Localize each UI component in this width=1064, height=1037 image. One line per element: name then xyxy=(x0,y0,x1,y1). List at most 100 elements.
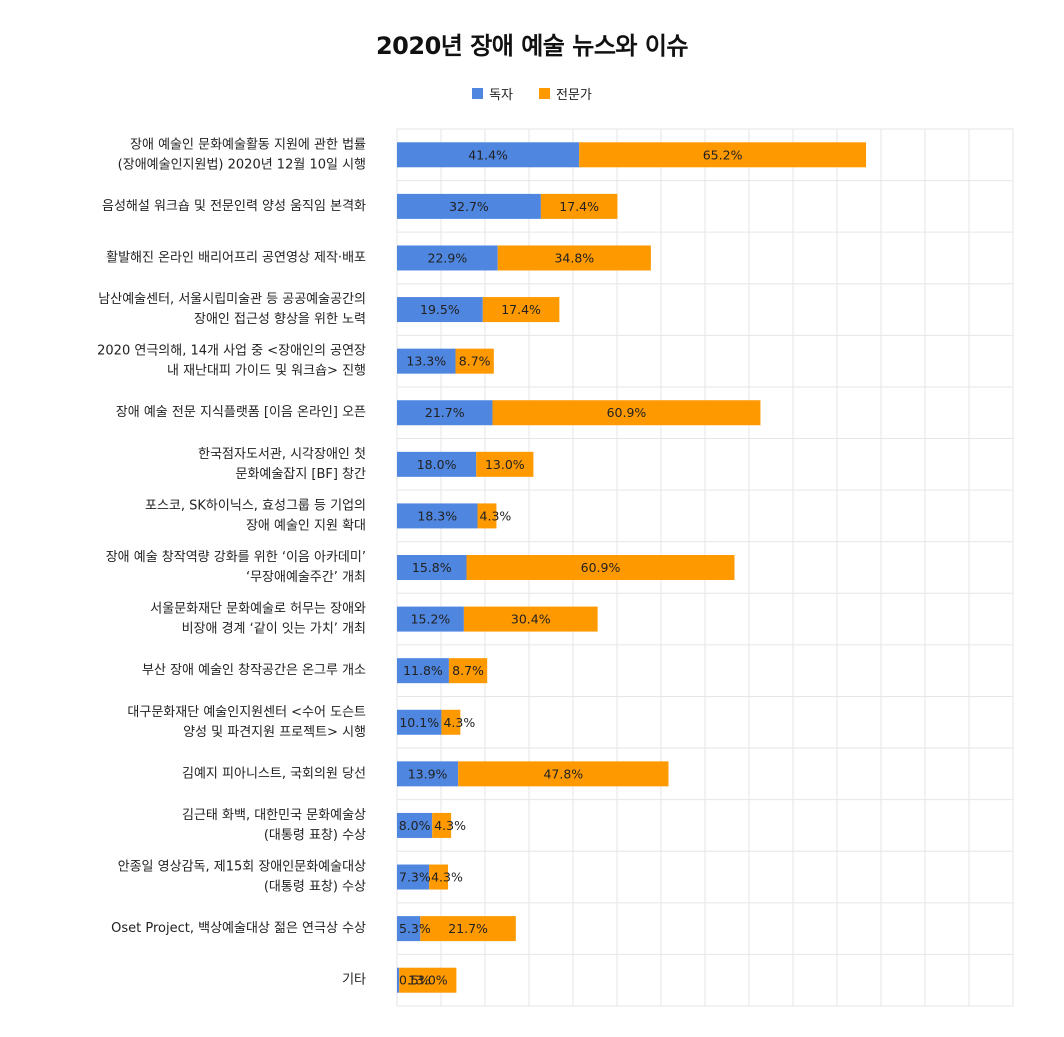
category-label: 안종일 영상감독, 제15회 장애인문화예술대상 xyxy=(118,860,366,875)
bar-segment-expert xyxy=(429,864,449,890)
data-label-expert: 65.2% xyxy=(703,147,743,162)
bar-segment-reader xyxy=(397,658,449,684)
category-label: (대통령 표창) 수상 xyxy=(264,880,366,895)
category-label: 음성해설 워크숍 및 전문인력 양성 움직임 본격화 xyxy=(102,199,366,214)
data-label-expert: 4.3% xyxy=(434,818,466,833)
bar-segment-reader xyxy=(397,606,464,632)
category-label: 장애인 접근성 향상을 위한 노력 xyxy=(194,312,366,327)
category-label: 기타 xyxy=(342,973,366,988)
bar-segment-reader xyxy=(397,245,498,271)
category-label: 김근태 화백, 대한민국 문화예술상 xyxy=(182,808,366,823)
bar-segment-reader xyxy=(397,555,467,580)
bar-segment-reader xyxy=(397,451,477,477)
data-label-expert: 4.3% xyxy=(480,508,512,523)
category-label: 부산 장애 예술인 창작공간은 온그루 개소 xyxy=(142,663,366,678)
legend-item-expert: 전문가 xyxy=(539,84,592,103)
data-label-expert: 34.8% xyxy=(554,250,594,265)
data-label-expert: 30.4% xyxy=(511,612,551,627)
data-label-reader: 19.5% xyxy=(420,302,460,317)
category-label: 양성 및 파견지원 프로젝트> 시행 xyxy=(183,724,366,740)
data-label-expert: 4.3% xyxy=(431,870,463,885)
data-label-reader: 11.8% xyxy=(403,663,443,678)
category-label: ‘무장애예술주간’ 개최 xyxy=(246,570,366,585)
bar-segment-reader xyxy=(397,761,459,787)
data-label-reader: 10.1% xyxy=(399,715,439,730)
category-label: 한국점자도서관, 시각장애인 첫 xyxy=(198,447,366,462)
bar-segment-reader xyxy=(397,348,456,374)
category-label: 장애 예술 전문 지식플랫폼 [이음 온라인] 오픈 xyxy=(116,405,366,420)
data-label-expert: 60.9% xyxy=(581,560,621,575)
legend-label-expert: 전문가 xyxy=(556,88,592,103)
bar-segment-reader xyxy=(397,916,421,942)
data-label-expert: 4.3% xyxy=(443,715,475,730)
bar-segment-expert xyxy=(476,451,534,477)
bar-segment-reader xyxy=(397,709,442,735)
data-label-expert: 21.7% xyxy=(448,921,488,936)
chart-legend: 독자 전문가 xyxy=(0,84,1064,103)
data-label-reader: 41.4% xyxy=(468,147,508,162)
data-label-expert: 47.8% xyxy=(543,766,583,781)
data-label-reader: 13.3% xyxy=(406,354,446,369)
data-label-reader: 18.0% xyxy=(417,457,457,472)
bar-segment-reader xyxy=(397,297,483,323)
data-label-reader: 13.9% xyxy=(408,766,448,781)
data-label-reader: 32.7% xyxy=(449,199,489,214)
bar-segment-reader xyxy=(397,193,541,219)
category-label: Oset Project, 백상예술대상 젊은 연극상 수상 xyxy=(111,921,366,936)
category-label: (대통령 표창) 수상 xyxy=(264,828,366,843)
legend-label-reader: 독자 xyxy=(489,88,514,103)
data-label-expert: 8.7% xyxy=(452,663,484,678)
data-label-expert: 13.0% xyxy=(408,973,448,988)
data-label-reader: 18.3% xyxy=(417,508,457,523)
category-label: 활발해진 온라인 배리어프리 공연영상 제작·배포 xyxy=(106,250,366,265)
category-label: 2020 연극의해, 14개 사업 중 <장애인의 공연장 xyxy=(97,344,366,359)
category-label: (장애예술인지원법) 2020년 12월 10일 시행 xyxy=(118,156,366,172)
category-label: 대구문화재단 예술인지원센터 <수어 도슨트 xyxy=(127,705,366,720)
data-label-expert: 17.4% xyxy=(501,302,541,317)
bar-segment-expert xyxy=(492,400,761,426)
data-label-reader: 7.3% xyxy=(399,870,431,885)
data-label-expert: 8.7% xyxy=(459,354,491,369)
data-label-reader: 15.2% xyxy=(411,612,451,627)
legend-swatch-expert xyxy=(539,88,551,99)
category-label: 남산예술센터, 서울시립미술관 등 공공예술공간의 xyxy=(98,292,366,307)
bar-segment-expert xyxy=(579,142,867,168)
category-label: 문화예술잡지 [BF] 창간 xyxy=(236,467,367,482)
data-label-reader: 21.7% xyxy=(425,405,465,420)
bar-segment-expert xyxy=(432,812,452,838)
bar-segment-expert xyxy=(441,709,461,735)
bar-segment-expert xyxy=(448,658,488,684)
category-label: 김예지 피아니스트, 국회의원 당선 xyxy=(182,766,366,781)
bar-segment-reader xyxy=(397,400,493,426)
category-label: 내 재난대피 가이드 및 워크숍> 진행 xyxy=(167,363,366,379)
category-label: 장애 예술인 문화예술활동 지원에 관한 법률 xyxy=(130,137,366,152)
data-label-reader: 22.9% xyxy=(428,250,468,265)
category-label: 장애 예술 창작역량 강화를 위한 ‘이음 아카데미’ xyxy=(106,550,366,565)
data-label-reader: 15.8% xyxy=(412,560,452,575)
bar-segment-reader xyxy=(397,967,400,993)
data-label-expert: 13.0% xyxy=(485,457,525,472)
bar-segment-expert xyxy=(482,297,560,323)
data-label-reader: 5.3% xyxy=(399,921,431,936)
bar-segment-reader xyxy=(397,812,433,838)
bar-segment-expert xyxy=(466,555,735,580)
bar-segment-reader xyxy=(397,864,430,890)
bar-segment-expert xyxy=(399,967,457,993)
bar-segment-expert xyxy=(497,245,651,271)
category-label: 포스코, SK하이닉스, 효성그룹 등 기업의 xyxy=(145,498,366,513)
data-label-expert: 60.9% xyxy=(607,405,647,420)
data-label-reader: 8.0% xyxy=(399,818,431,833)
bar-segment-expert xyxy=(463,606,598,632)
bar-segment-expert xyxy=(455,348,494,374)
data-label-reader: 0.5% xyxy=(399,973,431,988)
data-label-expert: 17.4% xyxy=(559,199,599,214)
category-label: 비장애 경계 ‘같이 잇는 가치’ 개최 xyxy=(182,622,366,637)
bar-segment-reader xyxy=(397,142,580,168)
bar-segment-expert xyxy=(420,916,516,942)
category-label: 장애 예술인 지원 확대 xyxy=(246,518,366,533)
bar-segment-expert xyxy=(477,503,497,529)
bar-segment-reader xyxy=(397,503,478,529)
category-label: 서울문화재단 문화예술로 허무는 장애와 xyxy=(150,602,366,617)
legend-swatch-reader xyxy=(472,88,484,99)
